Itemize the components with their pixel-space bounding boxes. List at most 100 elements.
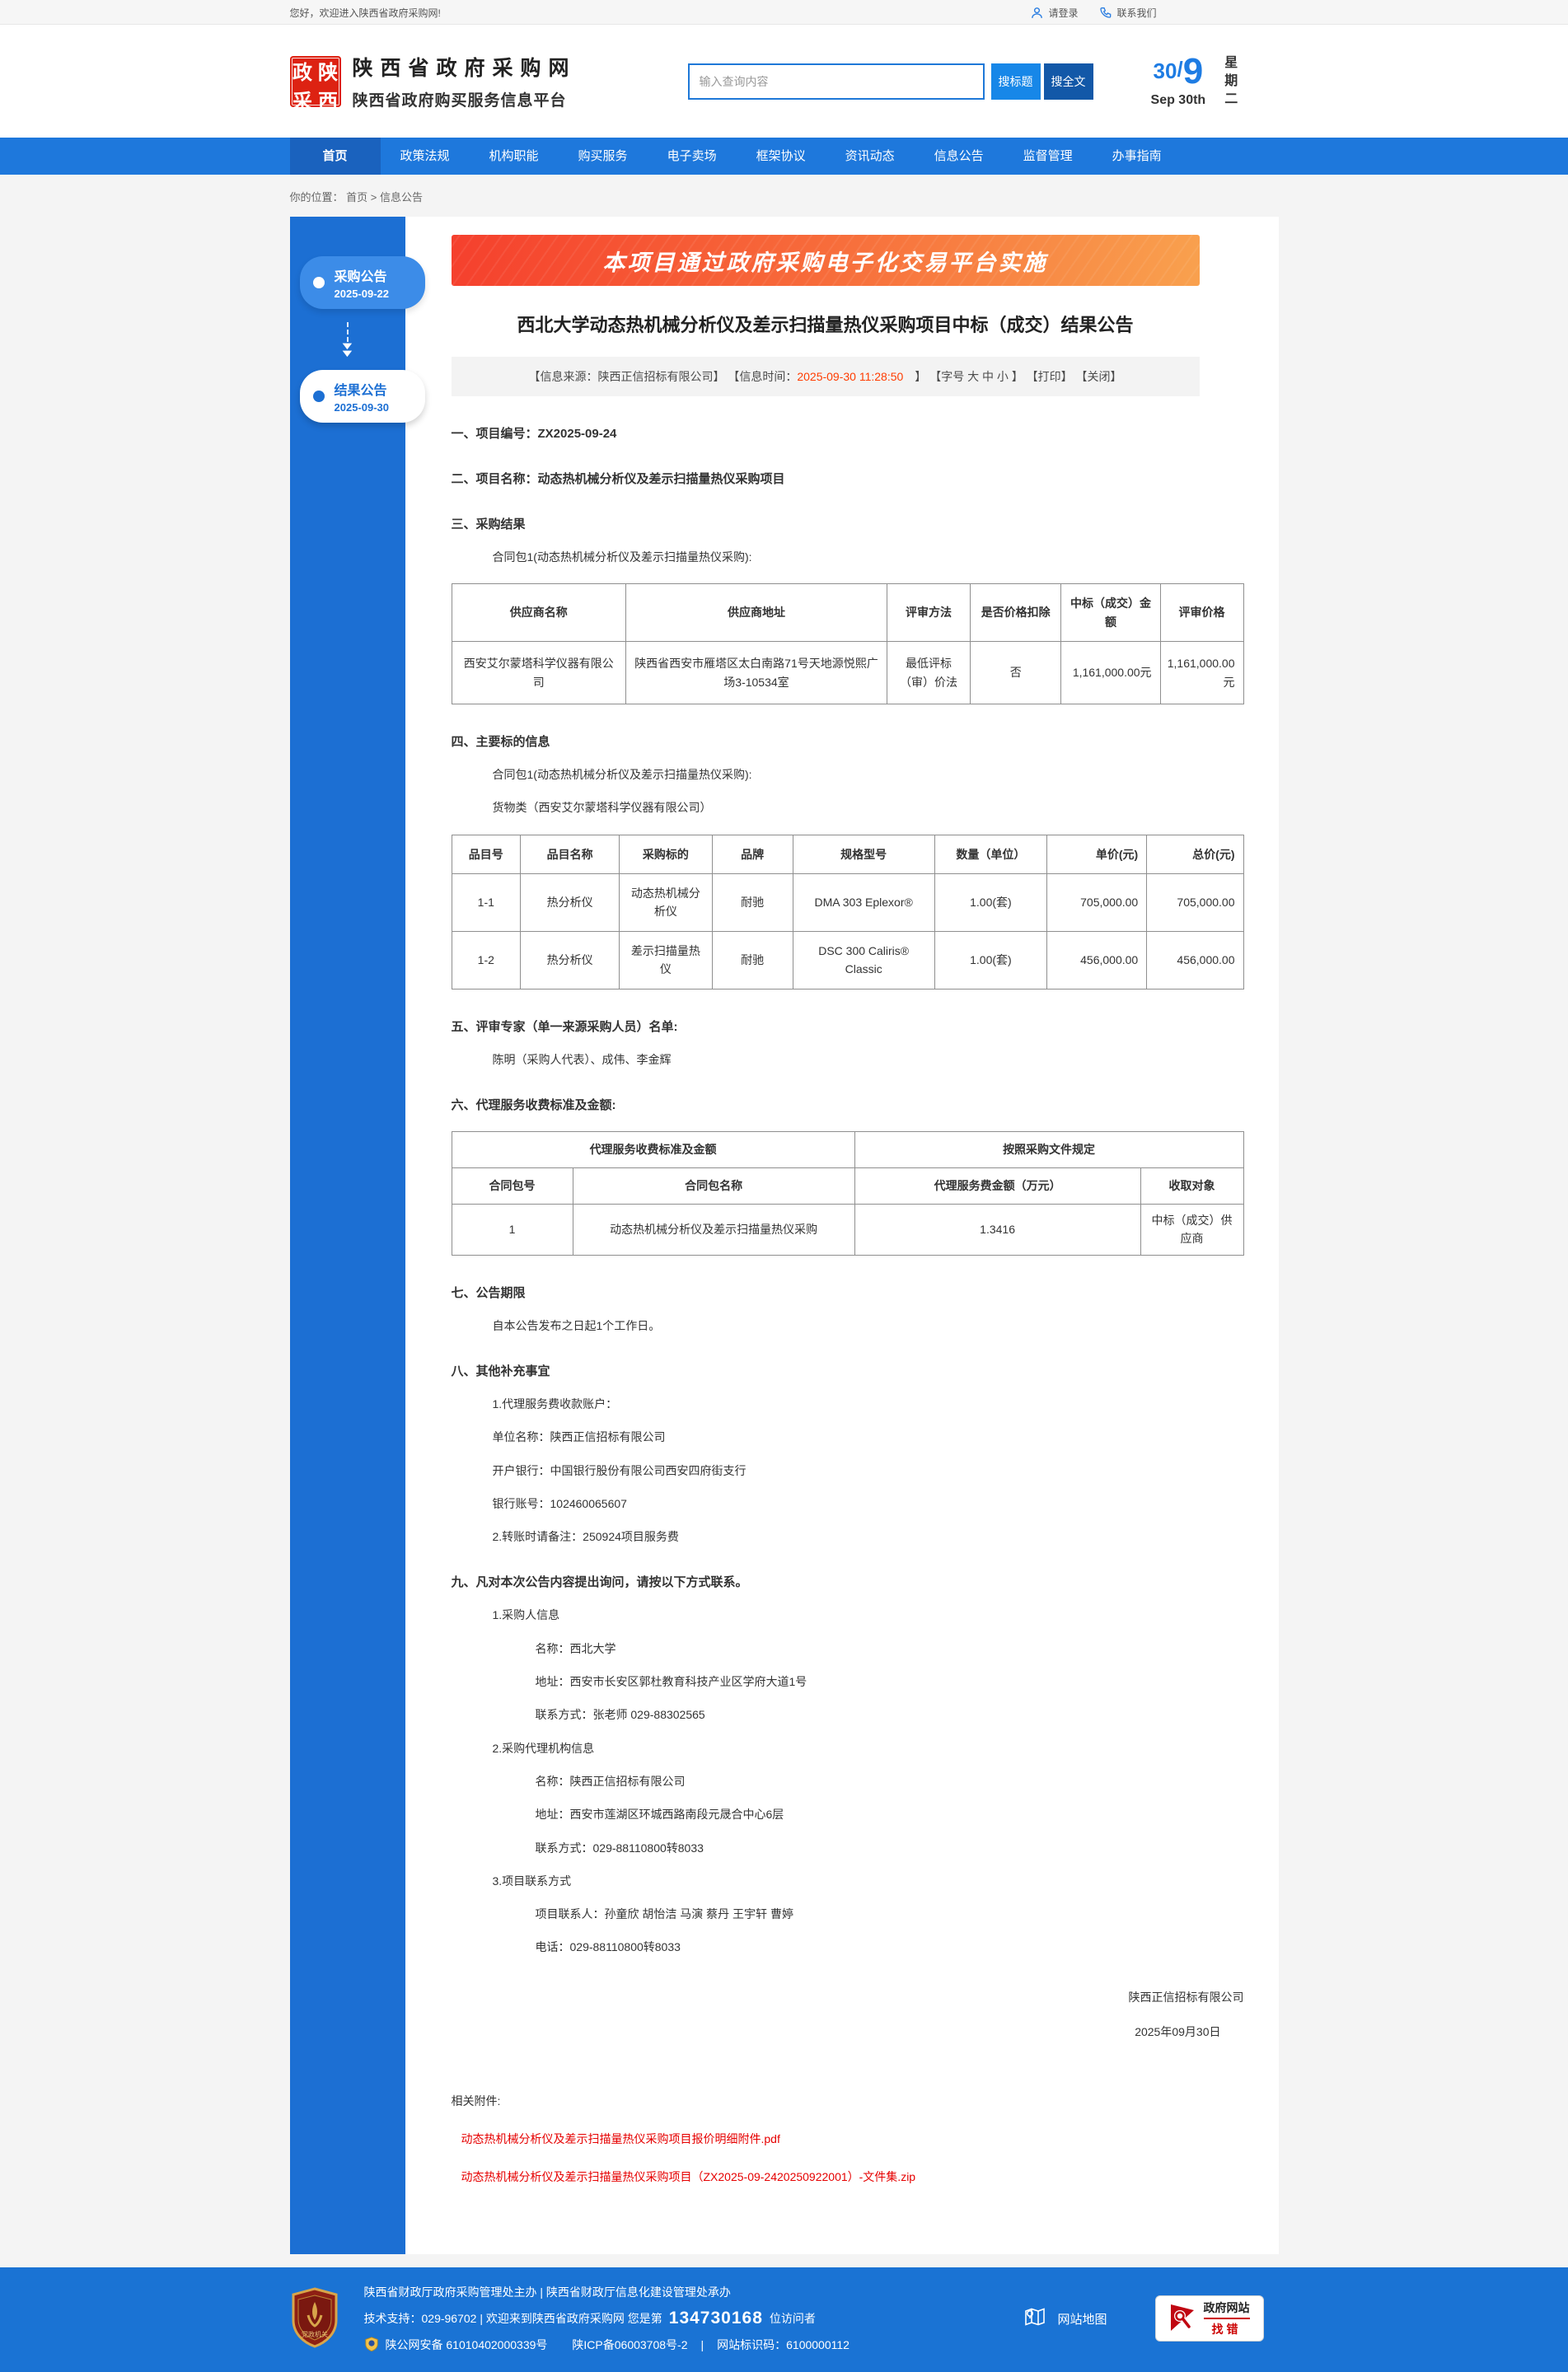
nav-item-framework[interactable]: 框架协议 xyxy=(756,149,806,163)
sidebar-item-date: 2025-09-30 xyxy=(334,401,390,414)
section-heading-announcement-period: 七、公告期限 xyxy=(451,1285,526,1300)
data-cell: 耐驰 xyxy=(711,873,793,932)
table-header-row: 品目号 品目名称 采购标的 品牌 规格型号 数量（单位） 单价(元) 总价(元) xyxy=(451,834,1244,875)
nav-item-announcements[interactable]: 信息公告 xyxy=(934,149,984,163)
police-registration[interactable]: 陕公网安备 61010402000339号 xyxy=(385,2338,548,2352)
visitor-count: 134730168 xyxy=(668,2308,763,2328)
site-identification-code: 网站标识码：6100000112 xyxy=(717,2338,850,2352)
header-cell: 收取对象 xyxy=(1140,1167,1244,1205)
project-contact-line: 项目联系人：孙童欣 胡怡洁 马演 蔡丹 王宇轩 曹婷 xyxy=(535,1907,793,1921)
purchaser-info-title: 1.采购人信息 xyxy=(492,1608,560,1622)
header-cell: 单价(元) xyxy=(1046,834,1148,875)
data-cell: DMA 303 Eplexor® xyxy=(792,873,935,932)
fontsize-large-button[interactable]: 大 xyxy=(967,370,980,383)
logo-char: 西 xyxy=(318,91,338,113)
nav-item-home[interactable]: 首页 xyxy=(289,138,381,175)
contract-package-line: 合同包1(动态热机械分析仪及差示扫描量热仪采购): xyxy=(492,550,752,564)
header-cell: 总价(元) xyxy=(1146,834,1244,875)
table-header-row: 供应商名称 供应商地址 评审方法 是否价格扣除 中标（成交）金额 评审价格 xyxy=(451,583,1244,643)
logo-char: 采 xyxy=(293,91,312,113)
attachments-section: 相关附件: 动态热机械分析仪及差示扫描量热仪采购项目报价明细附件.pdf 动态热… xyxy=(452,2093,1244,2185)
header-cell: 采购标的 xyxy=(619,834,713,875)
data-cell: 1.3416 xyxy=(854,1203,1141,1256)
section-heading-agency-fee: 六、代理服务收费标准及金额: xyxy=(451,1097,616,1112)
section-heading-project-name: 二、项目名称：动态热机械分析仪及差示扫描量热仪采购项目 xyxy=(451,472,785,486)
sidebar-item-purchase-announcement[interactable]: 采购公告 2025-09-22 xyxy=(299,256,425,309)
info-time-close: 】 xyxy=(903,370,927,383)
footer-registration-line: 陕公网安备 61010402000339号 陕ICP备06003708号-2 |… xyxy=(364,2337,850,2354)
fontsize-small-button[interactable]: 小 xyxy=(996,370,1009,383)
project-contact-line: 电话：029-88110800转8033 xyxy=(535,1940,681,1954)
weekday-label: 星期二 xyxy=(1222,54,1237,110)
close-button[interactable]: 【关闭】 xyxy=(1075,370,1122,383)
search-fulltext-button[interactable]: 搜全文 xyxy=(1043,63,1093,100)
breadcrumb-home-link[interactable]: 首页 xyxy=(346,191,368,204)
header-cell: 合同包号 xyxy=(451,1167,573,1205)
user-icon xyxy=(1030,6,1044,20)
breadcrumb: 你的位置： 首页 > 信息公告 xyxy=(290,175,1279,217)
footer-organizer-line: 陕西省财政厅政府采购管理处主办 | 陕西省财政厅信息化建设管理处承办 xyxy=(363,2285,731,2299)
search-title-button[interactable]: 搜标题 xyxy=(990,63,1041,100)
nav-item-policies[interactable]: 政策法规 xyxy=(400,149,450,163)
badge-label: 党政机关 xyxy=(302,2330,328,2338)
date-english: Sep 30th xyxy=(1150,92,1206,107)
nav-item-guide[interactable]: 办事指南 xyxy=(1112,149,1162,163)
nav-item-functions[interactable]: 机构职能 xyxy=(489,149,539,163)
search-input[interactable] xyxy=(687,63,985,100)
attachment-link-zip[interactable]: 动态热机械分析仪及差示扫描量热仪采购项目（ZX2025-09-242025092… xyxy=(461,2169,916,2183)
icp-registration[interactable]: 陕ICP备06003708号-2 xyxy=(572,2338,688,2352)
project-contact-title: 3.项目联系方式 xyxy=(492,1874,572,1888)
agency-info-line: 地址：西安市莲湖区环城西路南段元晟合中心6层 xyxy=(535,1808,784,1822)
header-cell: 合同包名称 xyxy=(572,1167,855,1205)
data-cell: 1.00(套) xyxy=(934,873,1048,932)
announcement-period-text: 自本公告发布之日起1个工作日。 xyxy=(492,1318,661,1332)
signature-block: 陕西正信招标有限公司 2025年09月30日 xyxy=(452,1989,1244,2040)
other-matters-line: 银行账号：102460065607 xyxy=(492,1496,627,1510)
header-cell: 中标（成交）金额 xyxy=(1060,583,1161,643)
goods-category-line: 货物类（西安艾尔蒙塔科学仪器有限公司） xyxy=(492,801,712,815)
error-report-magnifier-icon xyxy=(1169,2302,1197,2336)
section-heading-contact: 九、凡对本次公告内容提出询问，请按以下方式联系。 xyxy=(451,1575,748,1590)
error-badge-title: 政府网站 xyxy=(1203,2299,1250,2320)
date-day: 30 xyxy=(1153,58,1177,83)
agency-info-line: 名称：陕西正信招标有限公司 xyxy=(535,1774,686,1788)
sidebar-item-label: 结果公告 xyxy=(334,384,387,398)
sidebar-item-result-announcement[interactable]: 结果公告 2025-09-30 xyxy=(299,370,425,423)
logo-char: 陕 xyxy=(318,62,338,84)
data-cell: 热分析仪 xyxy=(520,930,620,990)
nav-item-e-mall[interactable]: 电子卖场 xyxy=(667,149,717,163)
data-cell: 中标（成交）供应商 xyxy=(1140,1203,1244,1256)
other-matters-line: 1.代理服务费收款账户： xyxy=(492,1397,618,1411)
other-matters-line: 开户银行：中国银行股份有限公司西安四府街支行 xyxy=(492,1463,747,1477)
agency-fee-table: 代理服务收费标准及金额 按照采购文件规定 合同包号 合同包名称 代理服务费金额（… xyxy=(451,1130,1244,1256)
sitemap-link[interactable]: 网站地图 xyxy=(1023,2304,1107,2332)
article-meta-bar: 【信息来源：陕西正信招标有限公司】 【信息时间：2025-09-30 11:28… xyxy=(451,357,1200,396)
site-brand[interactable]: 政 陕 采 西 陕西省政府采购网 陕西省政府购买服务信息平台 xyxy=(289,52,577,113)
data-cell: 最低评标（审）价法 xyxy=(887,641,971,705)
table-row: 1 动态热机械分析仪及差示扫描量热仪采购 1.3416 中标（成交）供应商 xyxy=(451,1203,1244,1256)
section-heading-other-matters: 八、其他补充事宜 xyxy=(451,1364,550,1378)
breadcrumb-current[interactable]: 信息公告 xyxy=(380,191,424,204)
nav-item-purchase-services[interactable]: 购买服务 xyxy=(578,149,628,163)
nav-item-news[interactable]: 资讯动态 xyxy=(845,149,895,163)
attachment-link-pdf[interactable]: 动态热机械分析仪及差示扫描量热仪采购项目报价明细附件.pdf xyxy=(461,2131,780,2145)
header-cell: 代理服务费金额（万元） xyxy=(854,1167,1141,1205)
signature-company: 陕西正信招标有限公司 xyxy=(1128,1990,1244,2004)
police-badge-icon xyxy=(364,2337,379,2354)
nav-item-supervision[interactable]: 监督管理 xyxy=(1023,149,1073,163)
header-cell: 品目号 xyxy=(451,834,522,875)
footer-separator: | xyxy=(700,2338,704,2352)
data-cell: 耐驰 xyxy=(711,930,793,990)
purchaser-info-line: 地址：西安市长安区郭杜教育科技产业区学府大道1号 xyxy=(535,1675,807,1689)
data-cell: DSC 300 Caliris® Classic xyxy=(792,930,935,990)
login-link[interactable]: 请登录 xyxy=(1030,6,1078,20)
timeline-sidebar: 采购公告 2025-09-22 ▼ ▼ 结果公告 2025-09-30 xyxy=(289,217,425,2254)
main-panel: 采购公告 2025-09-22 ▼ ▼ 结果公告 2025-09-30 本项目通… xyxy=(289,217,1279,2254)
gov-site-error-report-badge[interactable]: 政府网站 找错 xyxy=(1154,2295,1264,2342)
fontsize-medium-button[interactable]: 中 xyxy=(981,370,994,383)
table-header-row: 合同包号 合同包名称 代理服务费金额（万元） 收取对象 xyxy=(451,1167,1244,1205)
print-button[interactable]: 【打印】 xyxy=(1026,370,1073,383)
platform-banner: 本项目通过政府采购电子化交易平台实施 xyxy=(451,235,1200,286)
section-heading-project-number: 一、项目编号：ZX2025-09-24 xyxy=(451,427,617,441)
contact-link[interactable]: 联系我们 xyxy=(1099,6,1157,20)
